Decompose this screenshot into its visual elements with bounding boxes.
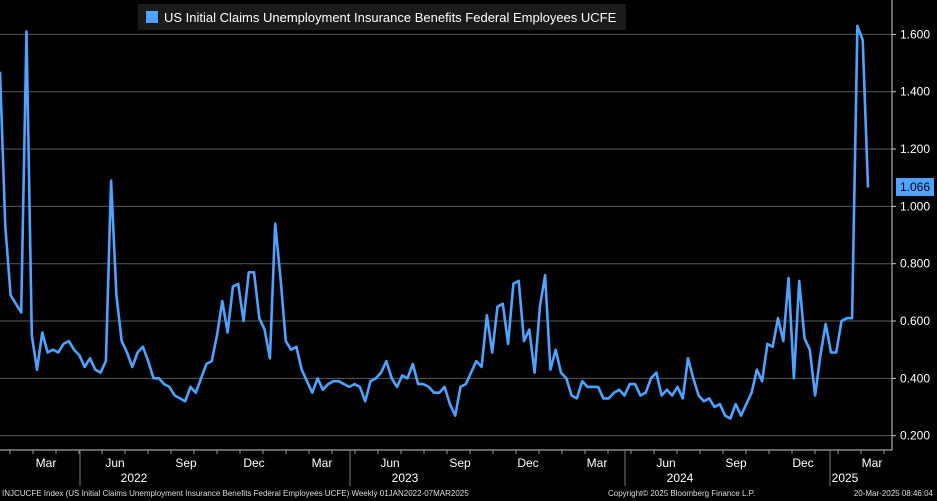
x-tick-label: Jun xyxy=(380,456,399,470)
y-tick-label: 0.200 xyxy=(900,429,930,443)
y-tick-label: 1.400 xyxy=(900,85,930,99)
x-tick-label: Dec xyxy=(243,456,264,470)
x-tick-label: Mar xyxy=(862,456,883,470)
x-tick-label: Mar xyxy=(36,456,57,470)
last-value-label: 1.066 xyxy=(896,178,935,197)
y-tick-label: 1.600 xyxy=(900,27,930,41)
y-tick-label: 1.000 xyxy=(900,199,930,213)
x-tick-label: Sep xyxy=(725,456,747,470)
footer-source: INJCUCFE Index (US Initial Claims Unempl… xyxy=(2,489,469,498)
legend: US Initial Claims Unemployment Insurance… xyxy=(138,4,627,30)
y-tick-label: 0.600 xyxy=(900,314,930,328)
x-tick-label: Sep xyxy=(175,456,197,470)
y-tick-label: 1.200 xyxy=(900,142,930,156)
x-year-label: 2022 xyxy=(121,471,148,485)
x-tick-label: Dec xyxy=(517,456,538,470)
x-year-label: 2025 xyxy=(832,471,859,485)
x-tick-label: Sep xyxy=(449,456,471,470)
axes xyxy=(0,0,896,486)
legend-label: US Initial Claims Unemployment Insurance… xyxy=(164,9,617,25)
series-lines xyxy=(0,24,870,420)
footer: INJCUCFE Index (US Initial Claims Unempl… xyxy=(0,487,937,501)
y-tick-labels: 0.200 0.400 0.600 0.800 1.000 1.200 1.400 1.600 xyxy=(900,27,930,442)
y-tick-label: 0.400 xyxy=(900,371,930,385)
series-line xyxy=(0,24,870,420)
footer-timestamp: 20-Mar-2025 08:46:04 xyxy=(853,489,933,498)
y-tick-label: 0.800 xyxy=(900,257,930,271)
x-tick-label: Mar xyxy=(587,456,608,470)
x-tick-labels: Mar Jun Sep Dec Mar Jun Sep Dec Mar Jun Sep Dec Mar2… xyxy=(36,456,883,485)
x-year-label: 2024 xyxy=(667,471,694,485)
x-tick-label: Jun xyxy=(105,456,124,470)
footer-copyright: Copyright© 2025 Bloomberg Finance L.P. xyxy=(608,489,756,498)
x-tick-label: Jun xyxy=(656,456,675,470)
x-tick-label: Mar xyxy=(312,456,333,470)
x-year-label: 2023 xyxy=(392,471,419,485)
legend-swatch xyxy=(146,11,158,23)
x-tick-label: Dec xyxy=(792,456,813,470)
gridlines xyxy=(0,33,892,437)
